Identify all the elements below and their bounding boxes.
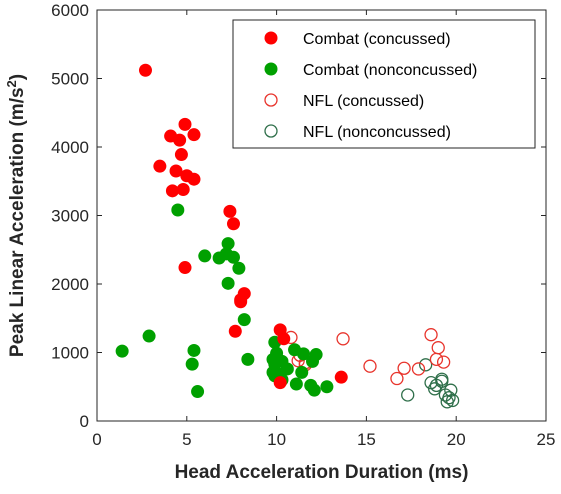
x-axis-label: Head Acceleration Duration (ms) bbox=[175, 462, 469, 483]
data-point bbox=[226, 250, 240, 264]
y-tick-label: 0 bbox=[80, 412, 89, 431]
legend-marker bbox=[264, 93, 278, 107]
data-points bbox=[115, 63, 460, 409]
data-point bbox=[198, 249, 212, 263]
legend-label: NFL (nonconcussed) bbox=[303, 124, 451, 141]
data-point bbox=[295, 365, 309, 379]
data-point bbox=[320, 380, 334, 394]
data-point bbox=[444, 383, 458, 397]
data-point bbox=[436, 355, 451, 369]
legend-box bbox=[232, 19, 536, 149]
data-point bbox=[221, 276, 235, 290]
data-point bbox=[234, 295, 248, 309]
data-point bbox=[277, 332, 291, 346]
data-point bbox=[174, 148, 188, 162]
data-point bbox=[178, 117, 192, 131]
y-tick-label: 5000 bbox=[51, 70, 89, 89]
data-point bbox=[191, 385, 205, 399]
data-point bbox=[306, 354, 320, 368]
data-point bbox=[237, 313, 251, 327]
y-tick-label: 6000 bbox=[51, 1, 89, 20]
legend-label: Combat (concussed) bbox=[303, 31, 451, 48]
data-point bbox=[232, 261, 246, 275]
data-point bbox=[223, 204, 237, 218]
data-point bbox=[178, 261, 192, 275]
data-point bbox=[442, 391, 456, 405]
data-point bbox=[336, 332, 350, 346]
y-axis-label-superscript: 2 bbox=[4, 80, 19, 87]
data-point bbox=[169, 164, 183, 178]
legend-marker bbox=[264, 62, 278, 76]
data-point bbox=[363, 359, 377, 373]
data-point bbox=[390, 371, 404, 386]
y-tick-label: 1000 bbox=[51, 344, 89, 363]
series-nfl-nonconcussed bbox=[401, 358, 460, 409]
x-tick-label: 0 bbox=[92, 430, 101, 449]
data-point bbox=[411, 362, 426, 376]
legend-label: Combat (nonconcussed) bbox=[303, 62, 477, 79]
data-point bbox=[273, 376, 287, 390]
y-axis-label: Peak Linear Acceleration (m/s2) bbox=[4, 74, 28, 357]
data-point bbox=[429, 352, 444, 367]
legend-marker bbox=[264, 31, 278, 45]
x-tick-label: 10 bbox=[267, 430, 286, 449]
data-point bbox=[187, 128, 201, 142]
data-point bbox=[397, 361, 411, 375]
data-point bbox=[187, 343, 201, 357]
y-tick-label: 3000 bbox=[51, 207, 89, 226]
data-point bbox=[334, 370, 348, 384]
x-tick-label: 20 bbox=[447, 430, 466, 449]
data-point bbox=[115, 344, 129, 358]
data-point bbox=[289, 377, 303, 391]
data-point bbox=[427, 382, 442, 396]
data-point bbox=[138, 63, 152, 77]
legend-marker bbox=[264, 124, 278, 138]
data-point bbox=[435, 374, 449, 388]
data-point bbox=[401, 388, 415, 402]
data-point bbox=[187, 172, 201, 186]
data-point bbox=[228, 324, 242, 338]
data-point bbox=[142, 329, 156, 343]
x-tick-label: 5 bbox=[182, 430, 191, 449]
data-point bbox=[445, 393, 460, 408]
data-point bbox=[424, 328, 438, 342]
data-point bbox=[221, 237, 235, 251]
data-point bbox=[226, 217, 240, 231]
data-point bbox=[176, 182, 190, 196]
y-axis-label-main: Peak Linear Acceleration (m/s bbox=[7, 87, 28, 357]
legend: Combat (concussed) Combat (nonconcussed) N… bbox=[232, 19, 536, 149]
x-tick-label: 15 bbox=[357, 430, 376, 449]
series-combat-concussed bbox=[138, 63, 348, 390]
data-point bbox=[212, 251, 226, 265]
data-point bbox=[307, 383, 321, 397]
data-point bbox=[164, 129, 178, 143]
series-combat-nonconcussed bbox=[115, 203, 334, 399]
axis-ticks: 0 5 10 15 20 25 0 1000 2000 3000 4000 5000 6000 bbox=[51, 1, 555, 449]
series-nfl-concussed bbox=[284, 328, 451, 386]
y-tick-label: 2000 bbox=[51, 275, 89, 294]
data-point bbox=[153, 159, 167, 173]
data-point bbox=[171, 203, 185, 217]
x-tick-label: 25 bbox=[537, 430, 556, 449]
data-point bbox=[419, 358, 433, 372]
y-tick-label: 4000 bbox=[51, 138, 89, 157]
data-point bbox=[185, 357, 199, 371]
y-axis-label-end: ) bbox=[7, 74, 28, 80]
data-point bbox=[297, 347, 311, 361]
data-point bbox=[165, 184, 179, 198]
data-point bbox=[241, 352, 255, 366]
legend-label: NFL (concussed) bbox=[303, 93, 424, 110]
